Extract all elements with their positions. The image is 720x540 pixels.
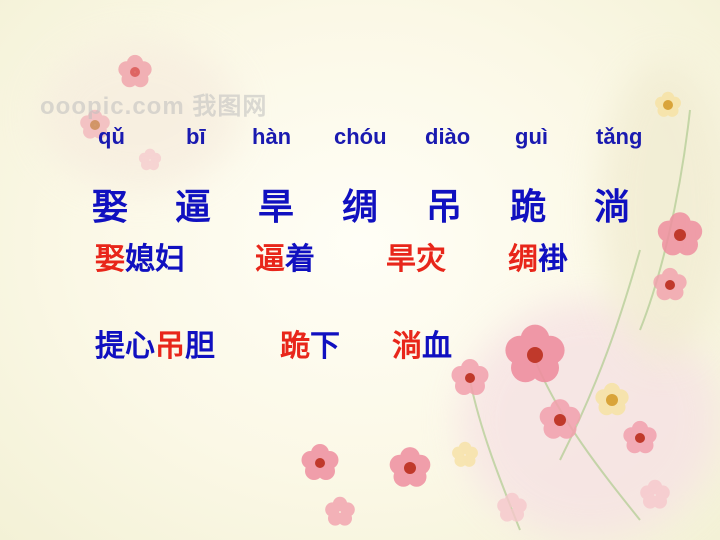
vocab-word: 淌血 <box>392 321 452 365</box>
watermark: ooopic.com 我图网 <box>40 93 268 120</box>
character: 跪 <box>510 187 547 228</box>
character: 绸 <box>342 187 379 228</box>
word-highlight: 旱灾 <box>386 242 446 277</box>
word-rest: 下 <box>310 329 340 364</box>
pinyin-label: hàn <box>252 124 292 149</box>
pinyin-label: guì <box>515 124 548 149</box>
vocab-word: 逼着 <box>255 234 315 278</box>
character: 娶 <box>92 187 129 228</box>
word-highlight: 绸 <box>508 242 538 277</box>
character: 逼 <box>175 187 212 228</box>
character: 吊 <box>426 187 463 228</box>
word-rest: 胆 <box>185 329 215 364</box>
word-highlight: 娶 <box>95 242 125 277</box>
pinyin-label: qǔ <box>98 124 125 149</box>
character: 淌 <box>594 187 631 228</box>
pinyin-label: tǎng <box>596 124 643 149</box>
word-highlight: 逼 <box>255 242 285 277</box>
character: 旱 <box>258 187 295 228</box>
vocab-word: 绸褂 <box>508 234 568 278</box>
word-rest: 血 <box>422 329 452 364</box>
pinyin-label: bī <box>186 124 206 149</box>
word-rest: 媳妇 <box>125 242 185 277</box>
word-rest: 着 <box>285 242 315 277</box>
word-prefix: 提心 <box>95 329 155 364</box>
word-highlight: 吊 <box>155 329 185 364</box>
word-rest: 褂 <box>538 242 568 277</box>
vocab-word: 提心吊胆 <box>95 321 215 365</box>
vocab-word: 跪下 <box>280 321 340 365</box>
pinyin-label: diào <box>425 124 471 149</box>
word-highlight: 跪 <box>280 329 310 364</box>
word-highlight: 淌 <box>392 329 422 364</box>
vocab-word: 旱灾 <box>386 234 446 278</box>
pinyin-label: chóu <box>334 124 387 149</box>
vocab-word: 娶媳妇 <box>95 234 185 278</box>
